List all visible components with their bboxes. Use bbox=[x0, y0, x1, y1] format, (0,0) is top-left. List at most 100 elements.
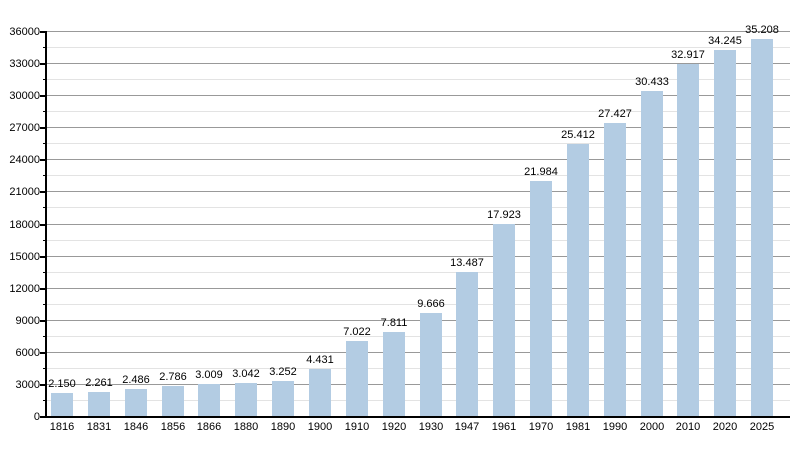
bar-value-label: 2.486 bbox=[122, 374, 150, 386]
bar-value-label: 3.252 bbox=[269, 366, 297, 378]
y-axis-major-tick bbox=[40, 95, 47, 97]
bar bbox=[641, 91, 663, 416]
bar bbox=[198, 384, 220, 416]
bar bbox=[714, 50, 736, 416]
gridline-major bbox=[47, 127, 790, 128]
x-axis-label: 1846 bbox=[123, 421, 149, 433]
bar-value-label: 27.427 bbox=[598, 108, 632, 120]
gridline-major bbox=[47, 256, 790, 257]
y-axis-label: 0 bbox=[33, 411, 40, 423]
y-axis-label: 9000 bbox=[15, 315, 40, 327]
gridline-major bbox=[47, 63, 790, 64]
y-axis-major-tick bbox=[40, 127, 47, 129]
y-axis-major-tick bbox=[40, 256, 47, 258]
bar bbox=[751, 39, 773, 416]
bar bbox=[456, 272, 478, 416]
y-axis-label: 30000 bbox=[9, 90, 40, 102]
bar bbox=[346, 341, 368, 416]
x-axis-label: 2010 bbox=[675, 421, 701, 433]
bar-value-label: 35.208 bbox=[745, 24, 779, 36]
y-axis-major-tick bbox=[40, 288, 47, 290]
y-axis-major-tick bbox=[40, 31, 47, 33]
x-axis-label: 2000 bbox=[639, 421, 665, 433]
bar bbox=[567, 144, 589, 416]
bar-value-label: 25.412 bbox=[561, 129, 595, 141]
bar bbox=[125, 389, 147, 416]
x-axis-label: 1947 bbox=[454, 421, 480, 433]
gridline-minor bbox=[47, 207, 790, 208]
bar-value-label: 3.009 bbox=[195, 369, 223, 381]
x-axis-label: 1970 bbox=[528, 421, 554, 433]
y-axis-label: 12000 bbox=[9, 283, 40, 295]
gridline-minor bbox=[47, 79, 790, 80]
gridline-minor bbox=[47, 175, 790, 176]
gridline-major bbox=[47, 352, 790, 353]
bar-value-label: 9.666 bbox=[417, 298, 445, 310]
bar-value-label: 4.431 bbox=[306, 354, 334, 366]
gridline-minor bbox=[47, 368, 790, 369]
y-axis-line bbox=[45, 31, 47, 418]
gridline-major bbox=[47, 384, 790, 385]
y-axis-label: 18000 bbox=[9, 219, 40, 231]
y-axis-major-tick bbox=[40, 416, 47, 418]
bar bbox=[88, 392, 110, 416]
y-axis-label: 15000 bbox=[9, 251, 40, 263]
x-axis-label: 1920 bbox=[381, 421, 407, 433]
bar-value-label: 21.984 bbox=[524, 166, 558, 178]
bar bbox=[51, 393, 73, 416]
bar-value-label: 2.786 bbox=[159, 371, 187, 383]
x-axis-label: 1930 bbox=[418, 421, 444, 433]
y-axis-major-tick bbox=[40, 320, 47, 322]
x-axis-line bbox=[45, 416, 790, 418]
bar bbox=[162, 386, 184, 416]
bar bbox=[493, 224, 515, 416]
bar-value-label: 2.261 bbox=[85, 377, 113, 389]
bar-value-label: 13.487 bbox=[450, 257, 484, 269]
x-axis-label: 1961 bbox=[491, 421, 517, 433]
x-axis-label: 1880 bbox=[233, 421, 259, 433]
bar bbox=[309, 369, 331, 416]
y-axis-major-tick bbox=[40, 352, 47, 354]
y-axis-major-tick bbox=[40, 384, 47, 386]
bar-value-label: 3.042 bbox=[232, 368, 260, 380]
gridline-major bbox=[47, 320, 790, 321]
gridline-minor bbox=[47, 111, 790, 112]
y-axis-label: 6000 bbox=[15, 347, 40, 359]
gridline-minor bbox=[47, 272, 790, 273]
y-axis-major-tick bbox=[40, 63, 47, 65]
x-axis-label: 1981 bbox=[565, 421, 591, 433]
x-axis-label: 1900 bbox=[307, 421, 333, 433]
y-axis-major-tick bbox=[40, 224, 47, 226]
bar-value-label: 34.245 bbox=[708, 35, 742, 47]
gridline-major bbox=[47, 191, 790, 192]
y-axis-major-tick bbox=[40, 159, 47, 161]
y-axis-label: 3000 bbox=[15, 379, 40, 391]
bar bbox=[383, 332, 405, 416]
gridline-minor bbox=[47, 47, 790, 48]
gridline-major bbox=[47, 288, 790, 289]
bar bbox=[420, 313, 442, 416]
bar-value-label: 30.433 bbox=[635, 76, 669, 88]
gridline-minor bbox=[47, 240, 790, 241]
y-axis-major-tick bbox=[40, 191, 47, 193]
bar bbox=[677, 64, 699, 416]
y-axis-label: 24000 bbox=[9, 154, 40, 166]
x-axis-label: 2025 bbox=[749, 421, 775, 433]
x-axis-label: 1990 bbox=[602, 421, 628, 433]
gridline-minor bbox=[47, 400, 790, 401]
bar bbox=[272, 381, 294, 416]
gridline-minor bbox=[47, 143, 790, 144]
bar-value-label: 7.022 bbox=[343, 326, 371, 338]
bar bbox=[235, 383, 257, 416]
gridline-major bbox=[47, 224, 790, 225]
x-axis-label: 1816 bbox=[49, 421, 75, 433]
bar bbox=[530, 181, 552, 416]
y-axis-label: 27000 bbox=[9, 122, 40, 134]
bar-value-label: 2.150 bbox=[48, 378, 76, 390]
gridline-major bbox=[47, 95, 790, 96]
y-axis-label: 33000 bbox=[9, 58, 40, 70]
gridline-minor bbox=[47, 336, 790, 337]
gridline-major bbox=[47, 159, 790, 160]
gridline-minor bbox=[47, 304, 790, 305]
